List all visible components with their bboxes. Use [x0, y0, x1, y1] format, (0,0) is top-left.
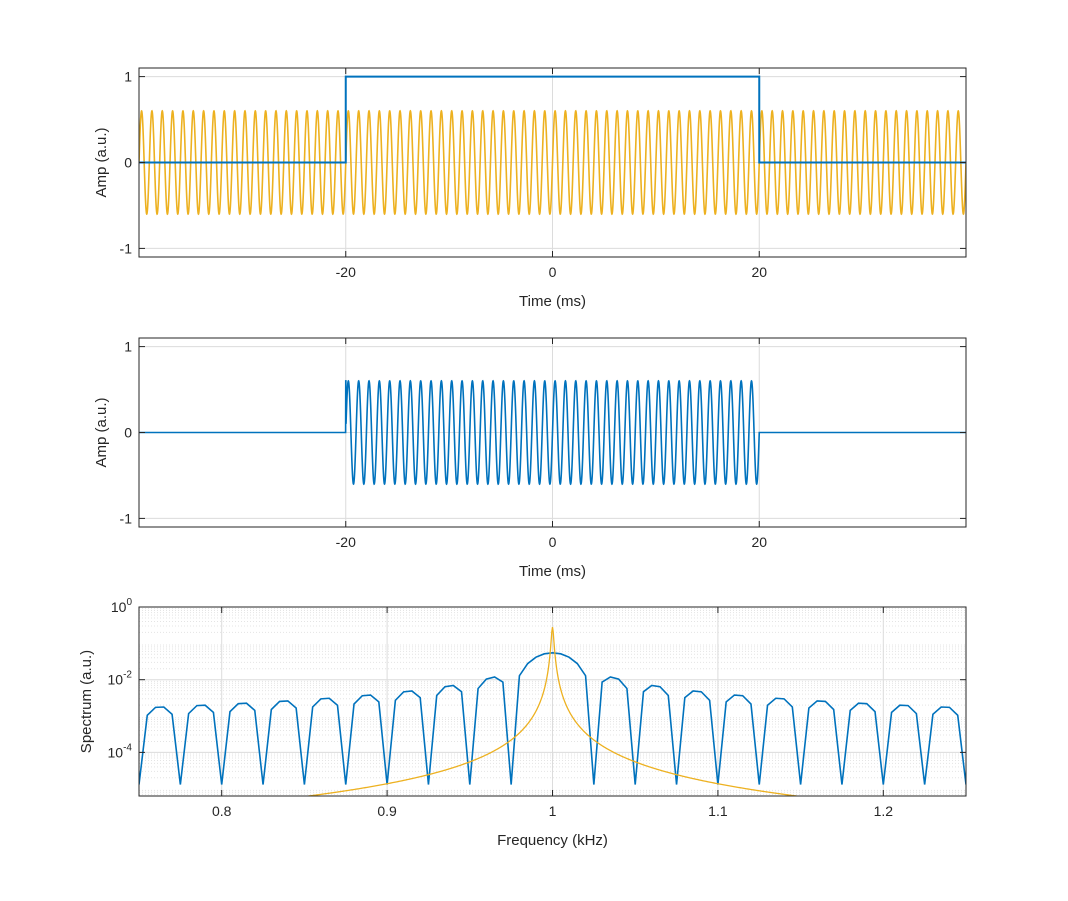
x-axis-label: Time (ms) [519, 293, 586, 310]
x-tick-label: 20 [751, 534, 767, 550]
y-tick-label: 10-4 [108, 742, 133, 760]
y-tick-label-base: 10 [111, 599, 127, 615]
y-tick-label: 0 [124, 425, 132, 441]
y-tick-label: 1 [124, 69, 132, 85]
axes [138, 337, 967, 528]
y-tick-label: 100 [111, 597, 133, 615]
y-tick-label-exponent: -2 [123, 670, 132, 681]
y-tick-label: 1 [124, 339, 132, 355]
tick-labels: -20 0 20 -1 0 1 [120, 339, 768, 550]
y-tick-label: 0 [124, 155, 132, 171]
tick-labels: -20 0 20 -1 0 1 [120, 69, 768, 280]
x-tick-label: -20 [336, 264, 356, 280]
y-tick-label: 10-2 [108, 670, 133, 688]
x-tick-label: 20 [751, 264, 767, 280]
sine-wave-series [139, 109, 966, 216]
x-tick-label: 1 [549, 803, 557, 819]
x-axis-label: Time (ms) [519, 563, 586, 580]
y-tick-label-exponent: -4 [123, 742, 132, 753]
series-layer [139, 379, 966, 486]
y-tick-label: -1 [120, 510, 133, 526]
x-tick-label: 0.9 [377, 803, 397, 819]
x-tick-label: -20 [336, 534, 356, 550]
gated-signal-chart: -20 0 20 -1 0 1 Time (ms) Amp (a.u.) [93, 337, 967, 580]
y-tick-label-base: 10 [108, 744, 124, 760]
rect-window-series [139, 75, 966, 164]
x-tick-label: 0 [549, 264, 557, 280]
x-tick-label: 1.1 [708, 803, 728, 819]
sinc-spectrum-series [139, 651, 966, 785]
grid-lines [139, 606, 966, 796]
x-axis-label: Frequency (kHz) [497, 832, 608, 849]
y-tick-label-base: 10 [108, 672, 124, 688]
x-tick-label: 0.8 [212, 803, 232, 819]
y-axis-label: Amp (a.u.) [93, 127, 110, 197]
y-axis-label: Amp (a.u.) [93, 397, 110, 467]
x-tick-label: 1.2 [874, 803, 894, 819]
series-layer [139, 626, 966, 796]
gated-sine-series [139, 379, 966, 486]
time-domain-chart: -20 0 20 -1 0 1 Time (ms) Amp (a.u.) [93, 67, 967, 310]
y-tick-label-exponent: 0 [126, 597, 132, 608]
y-tick-label: -1 [120, 240, 133, 256]
axes [138, 606, 967, 797]
tone-spectrum-series [303, 626, 802, 796]
y-axis-label: Spectrum (a.u.) [78, 650, 95, 753]
series-layer [139, 75, 966, 216]
axes [138, 67, 967, 258]
x-tick-label: 0 [549, 534, 557, 550]
